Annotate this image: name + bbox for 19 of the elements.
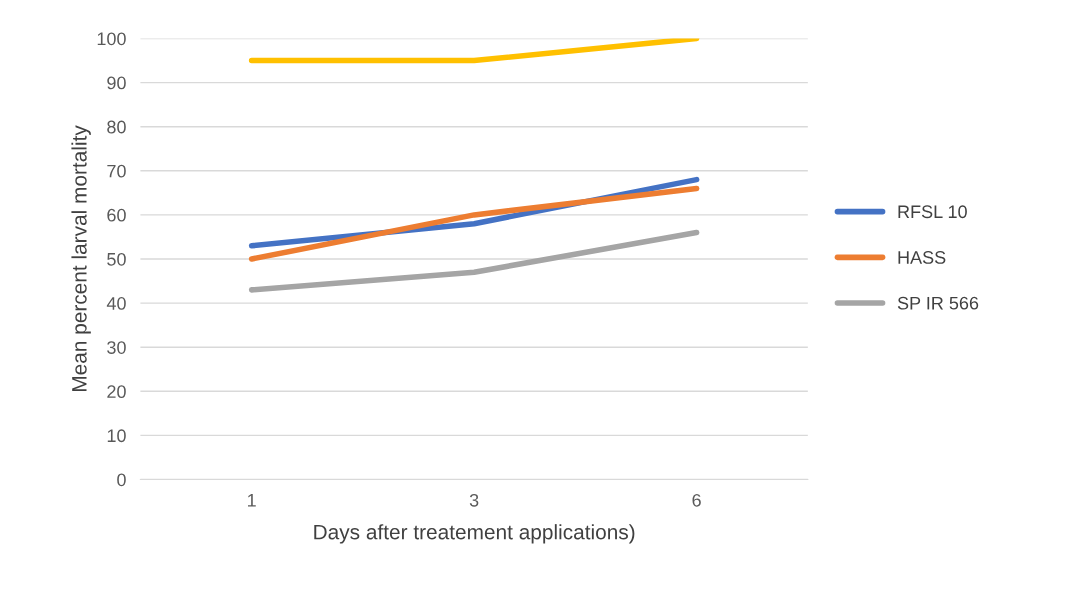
x-tick-label: 1 (248, 494, 256, 507)
legend-label: HASS (898, 251, 946, 264)
y-tick-label: 10 (107, 429, 126, 443)
y-tick-label: 50 (107, 252, 126, 266)
y-tick-label: 0 (117, 473, 126, 487)
legend-label: SP IR 566 (897, 296, 979, 310)
y-tick-label: 90 (107, 76, 126, 90)
y-tick-label: 60 (107, 208, 126, 222)
x-axis-title: Days after treatement applications) (314, 524, 635, 544)
legend-label: RFSL 10 (898, 205, 967, 219)
y-tick-label: 20 (107, 385, 126, 399)
x-tick-label: 6 (692, 493, 701, 507)
y-tick-label: 100 (97, 32, 126, 46)
y-axis-title: Mean percent larval mortality (71, 125, 91, 392)
y-tick-label: 30 (107, 341, 126, 354)
x-tick-label: 3 (469, 493, 479, 507)
y-tick-label: 80 (107, 120, 126, 134)
y-tick-label: 70 (107, 164, 126, 178)
y-tick-label: 40 (106, 297, 126, 310)
